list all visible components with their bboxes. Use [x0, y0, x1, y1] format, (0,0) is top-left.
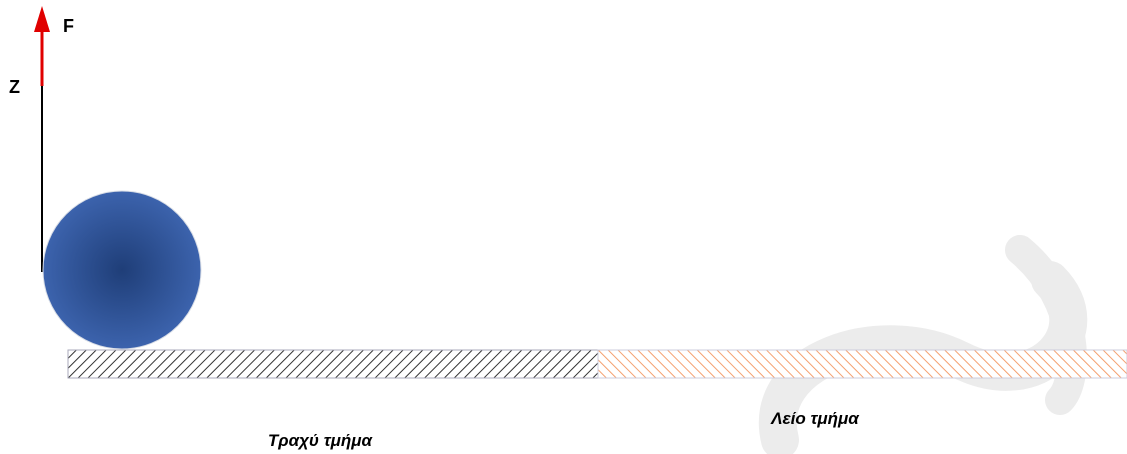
watermark — [1005, 235, 1087, 415]
rough-label: Τραχύ τμήμα — [268, 431, 374, 450]
ball — [42, 190, 202, 350]
smooth-surface — [597, 349, 1127, 379]
force-label: F — [63, 16, 74, 36]
force-arrow-head — [34, 6, 50, 32]
rough-surface — [67, 349, 599, 379]
smooth-label: Λείο τμήμα — [770, 409, 860, 428]
axis-label: Z — [9, 77, 20, 97]
